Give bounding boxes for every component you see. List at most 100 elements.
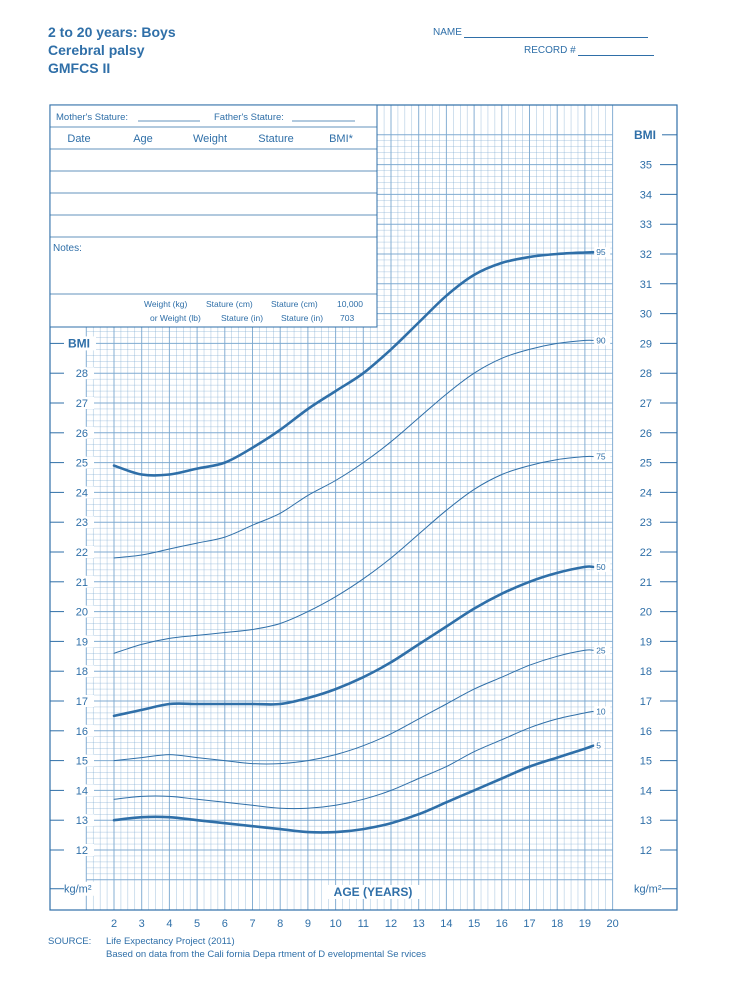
chart-subtitle-gmfcs: GMFCS II (48, 60, 111, 76)
y-tick-label-bg (632, 456, 656, 469)
x-tick-label: 2 (111, 918, 117, 930)
y-tick-label-left: 28 (76, 368, 88, 380)
formula-stature-in-1: Stature (in) (221, 313, 263, 323)
y-tick-label-left: 21 (76, 577, 88, 589)
y-tick-label-right: 18 (640, 666, 652, 678)
percentile-label-bg (594, 645, 611, 656)
record-field[interactable]: RECORD # (524, 45, 654, 56)
xlabel-bg (324, 885, 422, 899)
y-tick-label-bg (632, 516, 656, 529)
notes-label: Notes: (53, 243, 82, 254)
percentile-curve-90 (113, 339, 594, 559)
y-tick-label-bg (632, 546, 656, 558)
formula-703: 703 (340, 313, 354, 323)
y-tick-label-bg (70, 784, 94, 797)
y-tick-label-bg (70, 814, 94, 827)
column-age: Age (133, 133, 153, 145)
formula-stature-in-2: Stature (in) (281, 313, 323, 323)
percentile-label-50: 50 (596, 562, 606, 572)
x-tick-label: 14 (440, 918, 452, 930)
y-tick-label-bg (632, 486, 656, 499)
x-tick-label: 6 (222, 918, 228, 930)
column-stature: Stature (258, 133, 293, 145)
y-tick-label-bg (70, 605, 94, 618)
percentile-label-bg (594, 451, 611, 462)
y-tick-label-left: 12 (76, 845, 88, 857)
y-tick-label-right: 19 (640, 636, 652, 648)
x-tick-label: 13 (413, 918, 425, 930)
y-tick-label-bg (70, 635, 94, 648)
formula-weight-lb: or Weight (lb) (150, 313, 201, 323)
percentile-label-bg (594, 335, 611, 346)
y-tick-label-bg (632, 277, 656, 290)
source-label: SOURCE: (48, 936, 92, 947)
percentile-label-bg (594, 740, 605, 751)
x-tick-label: 11 (358, 918, 369, 930)
y-tick-label-left: 18 (76, 666, 88, 678)
y-tick-label-bg (632, 188, 656, 201)
y-tick-label-bg (632, 784, 656, 797)
percentile-curve-25 (113, 649, 594, 765)
y-tick-label-left: 22 (76, 547, 88, 559)
y-tick-label-bg (632, 665, 656, 678)
y-tick-label-bg (70, 367, 94, 380)
y-tick-label-right: 25 (640, 458, 652, 470)
ylabel-left-bg (66, 336, 96, 351)
y-tick-label-bg (70, 575, 94, 588)
formula-10000: 10,000 (337, 299, 363, 309)
mothers-stature-label: Mother's Stature: (56, 112, 128, 123)
name-field[interactable]: NAME (433, 27, 648, 38)
ylabel-right-bg (630, 127, 660, 142)
x-tick-label: 8 (277, 918, 283, 930)
record-label: RECORD # (524, 45, 576, 56)
y-tick-label-right: 24 (640, 487, 652, 499)
y-tick-label-right: 13 (640, 815, 652, 827)
y-tick-label-left: 13 (76, 815, 88, 827)
table-background (49, 104, 378, 328)
y-tick-label-bg (632, 248, 656, 260)
y-tick-label-right: 35 (640, 160, 652, 172)
record-line[interactable] (577, 55, 654, 56)
y-tick-label-bg (70, 486, 94, 499)
y-tick-label-bg (632, 337, 656, 350)
percentile-label-10: 10 (596, 706, 606, 716)
y-tick-label-bg (632, 218, 656, 231)
unit-right-bg (632, 881, 662, 896)
percentile-label-bg (594, 247, 611, 258)
y-tick-label-right: 34 (640, 189, 652, 201)
y-tick-label-right: 26 (640, 428, 652, 440)
y-tick-label-bg (632, 754, 656, 767)
ylabel-left: BMI (68, 336, 90, 350)
name-line[interactable] (463, 37, 648, 38)
y-tick-label-bg (632, 307, 656, 320)
percentile-curve-10 (113, 710, 594, 810)
x-tick-label: 17 (523, 918, 535, 930)
y-tick-label-left: 27 (76, 398, 88, 410)
y-tick-label-bg (632, 426, 656, 439)
unit-left: kg/m² (64, 884, 92, 896)
percentile-curve-50 (112, 565, 595, 718)
percentile-curve-95 (112, 250, 595, 477)
y-tick-label-left: 15 (76, 756, 88, 768)
fathers-stature-label: Father's Stature: (214, 112, 284, 123)
percentile-label-5: 5 (596, 741, 601, 751)
x-tick-label: 9 (305, 918, 311, 930)
y-tick-label-bg (70, 724, 94, 737)
chart-subtitle: Cerebral palsy (48, 42, 145, 58)
y-tick-label-bg (632, 605, 656, 618)
y-tick-label-bg (632, 158, 656, 171)
x-tick-label: 10 (329, 918, 341, 930)
y-tick-label-right: 31 (640, 279, 652, 291)
x-tick-label: 19 (579, 918, 591, 930)
y-tick-label-right: 20 (640, 607, 652, 619)
percentile-label-95: 95 (596, 247, 606, 257)
x-tick-label: 5 (194, 918, 200, 930)
y-tick-label-bg (70, 754, 94, 767)
unit-right: kg/m² (634, 884, 662, 896)
percentile-label-bg (594, 706, 611, 717)
y-tick-label-right: 33 (640, 219, 652, 231)
y-tick-label-right: 30 (640, 309, 652, 321)
x-tick-label: 3 (139, 918, 145, 930)
name-label: NAME (433, 27, 462, 38)
